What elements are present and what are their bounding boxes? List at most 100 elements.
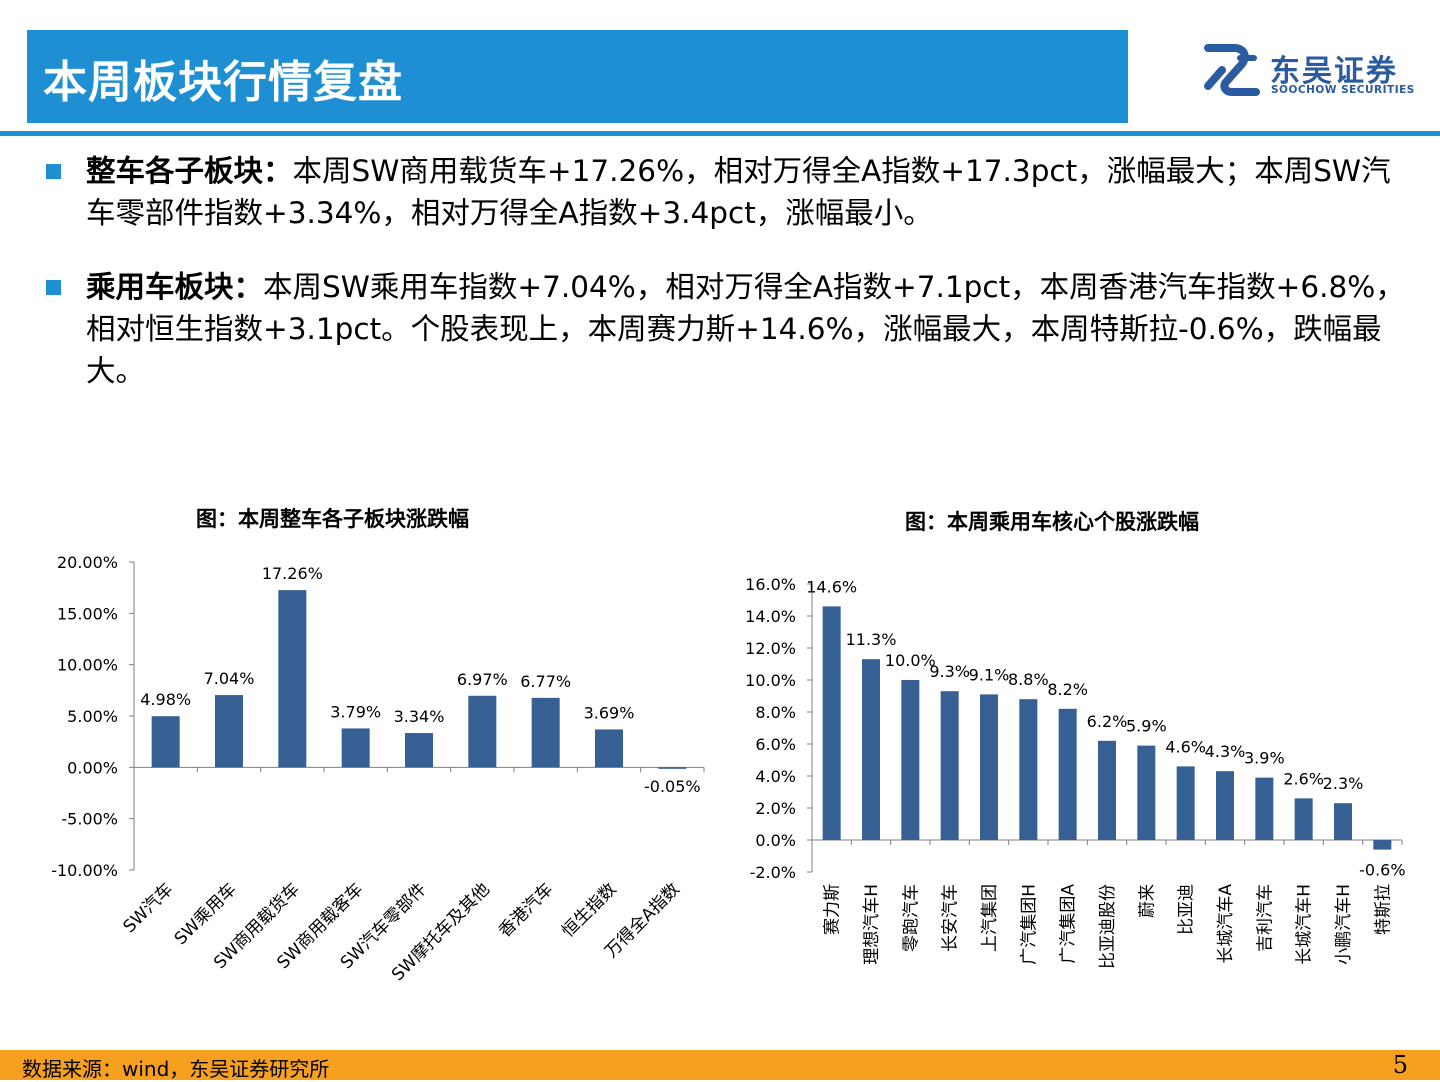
category-label: 理想汽车H [862,884,882,965]
data-label: 14.6% [806,577,857,596]
bar [1294,798,1313,840]
footer-bar: 数据来源：wind，东吴证券研究所 5 [0,1050,1440,1081]
bar [1373,840,1392,850]
category-label: 长城汽车H [1295,884,1315,965]
header-divider [0,131,1440,136]
page-number: 5 [1392,1051,1408,1079]
bar [1334,803,1352,840]
y-tick-label: -5.00% [61,810,118,829]
data-label: 3.79% [330,702,381,721]
bar [862,659,880,840]
category-label: 比亚迪股份 [1098,884,1118,969]
bar [1098,740,1116,840]
data-label: 4.98% [140,690,191,709]
bullet-label: 乘用车板块： [86,270,264,304]
page-title: 本周板块行情复盘 [43,57,403,108]
category-label: 广汽集团A [1059,884,1079,964]
category-label: 香港汽车 [495,879,557,941]
title-bar: 本周板块行情复盘 [27,30,1128,123]
y-tick-label: 15.00% [57,604,118,623]
bar [980,694,998,840]
y-tick-label: 12.0% [745,639,796,658]
data-label: 8.2% [1047,680,1088,699]
category-label: 长安汽车 [941,884,961,952]
bar [822,606,841,840]
bar [278,590,307,768]
bar [901,680,920,840]
bar [1058,708,1077,840]
bar [215,695,243,768]
category-label: 上汽集团 [980,884,1000,952]
bar [940,691,959,840]
data-label: 7.04% [204,669,255,688]
data-label: -0.6% [1359,861,1405,880]
data-label: 17.26% [262,564,323,583]
data-label: 3.34% [394,707,445,726]
bullet-label: 整车各子板块： [86,154,293,188]
y-tick-label: 14.0% [745,607,796,626]
company-logo: 东吴证券 SOOCHOW SECURITIES [1200,42,1420,102]
bullet-vehicle-subsectors: 整车各子板块：本周SW商用载货车+17.26%，相对万得全A指数+17.3pct… [40,150,1415,234]
data-label: 3.9% [1244,749,1285,768]
bar [1255,777,1274,840]
data-label: 4.6% [1165,737,1206,756]
bar [531,697,560,768]
y-tick-label: 0.00% [67,758,118,777]
category-label: 广汽集团H [1019,884,1039,965]
bar [341,728,370,768]
bar [1137,745,1156,840]
bar [151,716,180,768]
data-label: 8.8% [1008,670,1049,689]
logo-text-en: SOOCHOW SECURITIES [1271,84,1415,96]
bar [1176,766,1195,840]
category-label: 吉利汽车 [1255,884,1275,952]
category-label: 比亚迪 [1177,884,1197,935]
soochow-logo-icon [1204,44,1260,96]
y-tick-label: -2.0% [750,863,796,882]
y-tick-label: 20.00% [57,553,118,572]
bar [658,767,687,769]
category-label: SW汽车 [119,879,177,937]
y-tick-label: 8.0% [755,703,796,722]
bar [468,695,497,768]
summary-bullets: 整车各子板块：本周SW商用载货车+17.26%，相对万得全A指数+17.3pct… [40,150,1415,392]
data-source: 数据来源：wind，东吴证券研究所 [22,1057,330,1081]
y-tick-label: 4.0% [755,767,796,786]
data-label: 11.3% [846,630,897,649]
bar [1019,699,1038,840]
data-label: 10.0% [885,651,936,670]
category-label: 零跑汽车 [901,884,921,952]
data-label: 5.9% [1126,717,1167,736]
data-label: 6.77% [520,672,571,691]
data-label: 3.69% [584,703,635,722]
bar [595,729,623,768]
data-label: 4.3% [1205,742,1246,761]
y-tick-label: 2.0% [755,799,796,818]
data-label: 2.6% [1283,769,1324,788]
category-label: 长城汽车A [1216,884,1236,964]
logo-text-cn: 东吴证券 [1270,54,1398,89]
data-label: 2.3% [1323,774,1364,793]
data-label: -0.05% [644,777,701,796]
y-tick-label: 6.0% [755,735,796,754]
chart-title-subsectors: 图：本周整车各子板块涨跌幅 [196,507,469,531]
y-tick-label: 10.0% [745,671,796,690]
chart-title-stocks: 图：本周乘用车核心个股涨跌幅 [905,510,1199,534]
y-tick-label: 0.0% [755,831,796,850]
category-label: 特斯拉 [1373,884,1393,935]
y-tick-label: 16.0% [745,575,796,594]
category-label: 蔚来 [1137,884,1157,918]
charts-canvas: 20.00% 15.00% 10.00% 5.00% 0.00% -5.00% -10.00… [51,553,1405,985]
data-label: 9.3% [929,662,970,681]
bullet-square-icon [46,164,61,179]
bullet-passenger-vehicles: 乘用车板块：本周SW乘用车指数+7.04%，相对万得全A指数+7.1pct，本周… [40,266,1415,392]
bar [405,733,433,768]
data-label: 9.1% [969,665,1010,684]
y-tick-label: -10.00% [51,861,118,880]
y-tick-label: 5.00% [67,707,118,726]
category-label: 恒生指数 [558,879,620,941]
bullet-text: 本周SW乘用车指数+7.04%，相对万得全A指数+7.1pct，本周香港汽车指数… [86,270,1405,388]
bar [1216,771,1234,840]
data-label: 6.97% [457,670,508,689]
y-tick-label: 10.00% [57,656,118,675]
